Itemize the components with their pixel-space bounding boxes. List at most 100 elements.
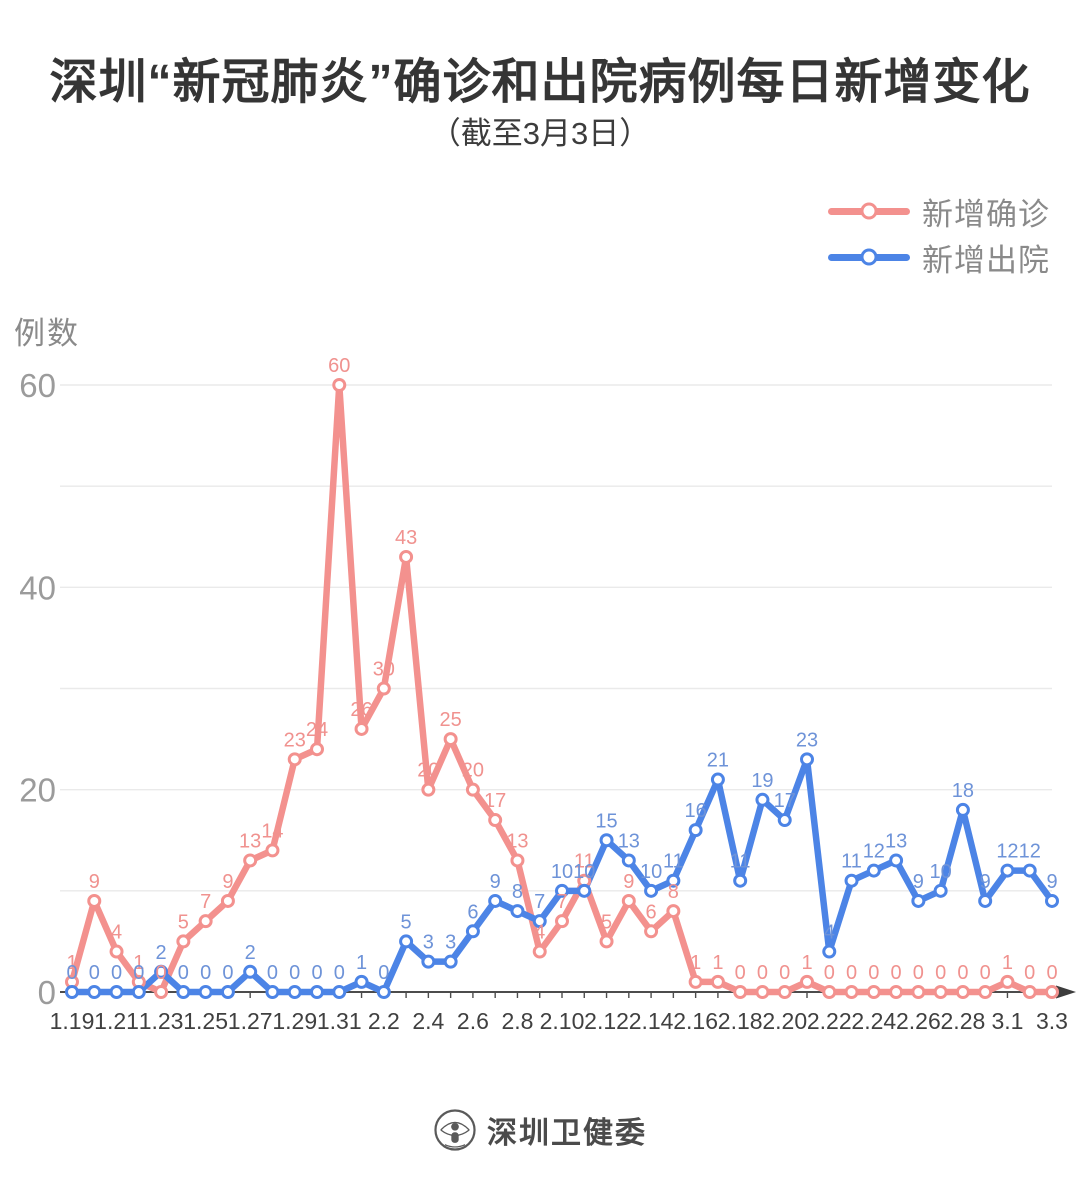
svg-text:0: 0	[200, 962, 211, 984]
svg-text:12: 12	[996, 841, 1018, 863]
svg-text:0: 0	[334, 962, 345, 984]
svg-text:3: 3	[445, 932, 456, 954]
svg-text:9: 9	[89, 871, 100, 893]
svg-text:17: 17	[484, 790, 506, 812]
svg-text:9: 9	[980, 871, 991, 893]
svg-text:11: 11	[574, 851, 595, 873]
svg-text:7: 7	[200, 891, 211, 913]
legend-item: 新增确诊	[828, 192, 1050, 232]
svg-text:4: 4	[111, 922, 122, 944]
source-attribution: 深圳卫健委	[0, 1108, 1080, 1152]
svg-text:17: 17	[774, 790, 796, 812]
svg-text:12: 12	[1019, 841, 1041, 863]
svg-text:2.18: 2.18	[718, 1008, 763, 1034]
page-title: 深圳“新冠肺炎”确诊和出院病例每日新增变化	[49, 56, 1031, 109]
svg-text:0: 0	[891, 962, 902, 984]
svg-text:0: 0	[222, 962, 233, 984]
svg-text:13: 13	[239, 830, 261, 852]
svg-text:1.23: 1.23	[139, 1008, 184, 1034]
svg-text:13: 13	[506, 830, 528, 852]
svg-text:43: 43	[395, 527, 417, 549]
svg-text:3.1: 3.1	[991, 1008, 1023, 1034]
svg-text:25: 25	[440, 709, 462, 731]
svg-text:2.10: 2.10	[540, 1008, 585, 1034]
confirmed-series-swatch-icon	[828, 202, 910, 220]
svg-text:23: 23	[284, 729, 306, 751]
svg-text:2.24: 2.24	[851, 1008, 896, 1034]
svg-text:0: 0	[935, 962, 946, 984]
svg-text:2.20: 2.20	[762, 1008, 807, 1034]
svg-text:0: 0	[289, 962, 300, 984]
svg-text:20: 20	[19, 772, 56, 809]
page-subtitle: （截至3月3日）	[429, 116, 651, 151]
svg-text:2.16: 2.16	[673, 1008, 718, 1034]
svg-text:19: 19	[751, 770, 773, 792]
svg-text:1: 1	[133, 952, 144, 974]
svg-text:5: 5	[601, 911, 612, 933]
svg-text:2.6: 2.6	[457, 1008, 489, 1034]
svg-text:0: 0	[178, 962, 189, 984]
svg-text:1: 1	[356, 952, 367, 974]
svg-text:10: 10	[930, 861, 952, 883]
svg-text:1: 1	[712, 952, 723, 974]
svg-text:10: 10	[573, 861, 595, 883]
svg-text:1.29: 1.29	[272, 1008, 317, 1034]
svg-text:0: 0	[957, 962, 968, 984]
svg-text:2.8: 2.8	[501, 1008, 533, 1034]
svg-text:11: 11	[663, 851, 684, 873]
svg-text:13: 13	[618, 830, 640, 852]
svg-text:1: 1	[690, 952, 701, 974]
svg-text:15: 15	[595, 810, 617, 832]
svg-text:30: 30	[373, 659, 395, 681]
svg-text:0: 0	[38, 974, 56, 1011]
svg-text:6: 6	[646, 901, 657, 923]
svg-text:26: 26	[350, 699, 372, 721]
svg-text:9: 9	[222, 871, 233, 893]
svg-text:0: 0	[846, 962, 857, 984]
svg-text:2: 2	[156, 942, 167, 964]
svg-text:24: 24	[306, 719, 328, 741]
svg-text:1.27: 1.27	[228, 1008, 273, 1034]
svg-text:8: 8	[512, 881, 523, 903]
svg-text:1.21: 1.21	[94, 1008, 139, 1034]
svg-text:1: 1	[1002, 952, 1013, 974]
legend-item-label: 新增出院	[922, 242, 1050, 278]
svg-text:18: 18	[952, 780, 974, 802]
svg-text:1.19: 1.19	[50, 1008, 95, 1034]
svg-text:1: 1	[801, 952, 812, 974]
svg-text:10: 10	[640, 861, 662, 883]
svg-text:8: 8	[668, 881, 679, 903]
svg-text:11: 11	[841, 851, 862, 873]
svg-text:11: 11	[730, 851, 751, 873]
svg-text:13: 13	[885, 830, 907, 852]
svg-text:1.31: 1.31	[317, 1008, 362, 1034]
svg-text:0: 0	[89, 962, 100, 984]
svg-text:2.4: 2.4	[412, 1008, 444, 1034]
svg-text:0: 0	[1046, 962, 1057, 984]
legend-item-label: 新增确诊	[922, 196, 1050, 232]
svg-text:7: 7	[556, 891, 567, 913]
svg-text:3: 3	[423, 932, 434, 954]
svg-text:40: 40	[19, 569, 56, 606]
svg-text:16: 16	[685, 800, 707, 822]
svg-text:9: 9	[623, 871, 634, 893]
svg-text:0: 0	[868, 962, 879, 984]
svg-text:4: 4	[534, 922, 545, 944]
svg-text:0: 0	[735, 962, 746, 984]
svg-text:2: 2	[245, 942, 256, 964]
svg-text:0: 0	[779, 962, 790, 984]
source-name: 深圳卫健委	[487, 1117, 647, 1150]
svg-text:0: 0	[267, 962, 278, 984]
chart-legend: 新增确诊 新增出院	[828, 192, 1050, 284]
svg-text:0: 0	[980, 962, 991, 984]
svg-text:0: 0	[133, 962, 144, 984]
legend-item: 新增出院	[828, 238, 1050, 278]
svg-text:0: 0	[378, 962, 389, 984]
svg-text:14: 14	[261, 820, 283, 842]
svg-text:20: 20	[462, 760, 484, 782]
svg-text:0: 0	[1024, 962, 1035, 984]
svg-text:6: 6	[467, 901, 478, 923]
svg-text:0: 0	[111, 962, 122, 984]
svg-text:2.22: 2.22	[807, 1008, 852, 1034]
